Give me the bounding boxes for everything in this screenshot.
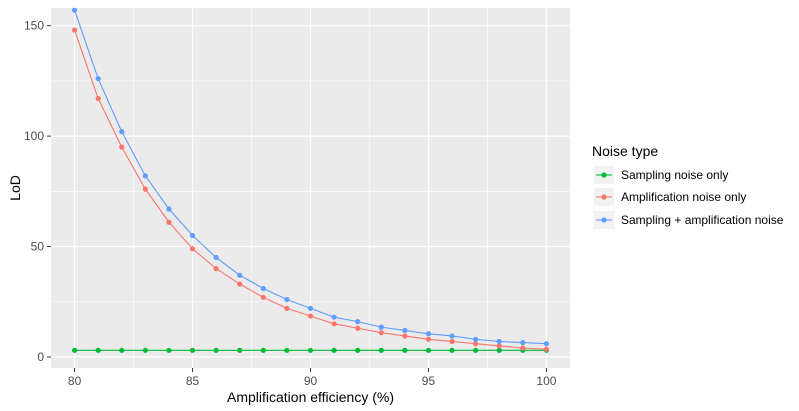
data-point-1 xyxy=(119,144,125,150)
data-point-1 xyxy=(71,27,78,33)
data-point-2 xyxy=(142,173,148,179)
data-point-0 xyxy=(119,347,125,353)
axes: 80 85 90 95 100 0 50 100 150 xyxy=(24,19,557,388)
data-point-1 xyxy=(95,95,101,102)
x-axis-title: Amplification efficiency (%) xyxy=(227,389,394,405)
data-point-2 xyxy=(543,341,550,347)
data-point-1 xyxy=(402,333,408,339)
data-point-0 xyxy=(378,347,384,353)
data-point-2 xyxy=(237,272,243,278)
data-point-1 xyxy=(520,345,526,351)
data-point-1 xyxy=(378,330,384,336)
data-point-0 xyxy=(496,347,502,353)
data-point-2 xyxy=(71,7,78,13)
data-point-1 xyxy=(237,281,243,287)
data-point-2 xyxy=(331,314,337,320)
data-point-1 xyxy=(543,346,550,352)
data-point-1 xyxy=(189,246,196,252)
y-tick-label: 0 xyxy=(37,350,44,364)
data-point-2 xyxy=(189,232,196,239)
data-point-1 xyxy=(496,343,502,349)
data-point-2 xyxy=(520,340,526,346)
data-point-1 xyxy=(142,186,148,192)
legend-label-combined: Sampling + amplification noise xyxy=(621,213,784,227)
data-point-1 xyxy=(355,325,361,331)
data-point-2 xyxy=(260,285,266,292)
data-point-0 xyxy=(237,347,243,353)
data-point-2 xyxy=(307,305,314,311)
data-point-0 xyxy=(213,347,219,353)
data-point-1 xyxy=(213,266,219,272)
data-point-2 xyxy=(166,206,172,212)
data-point-2 xyxy=(119,129,125,135)
x-tick-label: 80 xyxy=(68,374,82,388)
data-point-2 xyxy=(449,333,455,339)
data-point-0 xyxy=(71,347,78,353)
legend-keys xyxy=(594,166,614,229)
legend-label-sampling: Sampling noise only xyxy=(621,168,728,182)
data-point-2 xyxy=(95,76,101,82)
data-point-1 xyxy=(166,219,172,225)
legend: Noise type Sampling noise only Amplifica… xyxy=(592,143,784,229)
legend-key-point xyxy=(601,217,607,223)
y-tick-label: 100 xyxy=(24,129,44,143)
legend-label-amplification: Amplification noise only xyxy=(621,190,746,204)
x-tick-label: 95 xyxy=(422,374,436,388)
data-point-2 xyxy=(402,327,408,334)
legend-key-point xyxy=(601,172,607,178)
series xyxy=(71,7,550,353)
data-point-0 xyxy=(449,347,455,353)
data-point-2 xyxy=(378,324,384,330)
grid xyxy=(51,8,570,368)
data-point-2 xyxy=(496,338,502,345)
data-point-2 xyxy=(473,336,479,342)
data-point-0 xyxy=(95,347,101,353)
legend-title: Noise type xyxy=(592,143,658,159)
data-point-0 xyxy=(260,347,266,353)
data-point-2 xyxy=(284,296,290,303)
data-point-2 xyxy=(425,331,432,337)
data-point-0 xyxy=(189,347,196,353)
data-point-0 xyxy=(142,347,148,353)
data-point-0 xyxy=(284,347,290,353)
y-tick-label: 50 xyxy=(31,240,45,254)
data-point-1 xyxy=(260,294,266,300)
data-point-1 xyxy=(449,338,455,345)
data-point-0 xyxy=(307,347,314,353)
y-tick-label: 150 xyxy=(24,19,44,33)
data-point-1 xyxy=(331,321,337,327)
data-point-0 xyxy=(425,347,432,353)
y-axis-title: LoD xyxy=(7,175,23,201)
data-point-1 xyxy=(284,305,290,311)
x-tick-label: 90 xyxy=(304,374,318,388)
data-point-1 xyxy=(425,336,432,342)
x-tick-label: 100 xyxy=(536,374,556,388)
data-point-0 xyxy=(402,347,408,353)
data-point-0 xyxy=(166,347,172,353)
data-point-1 xyxy=(307,313,314,319)
x-tick-label: 85 xyxy=(186,374,200,388)
data-point-0 xyxy=(331,347,337,353)
data-point-0 xyxy=(355,347,361,353)
data-point-0 xyxy=(473,347,479,353)
data-point-1 xyxy=(473,341,479,347)
data-point-2 xyxy=(355,319,361,325)
legend-key-point xyxy=(601,194,607,200)
data-point-2 xyxy=(213,254,219,261)
